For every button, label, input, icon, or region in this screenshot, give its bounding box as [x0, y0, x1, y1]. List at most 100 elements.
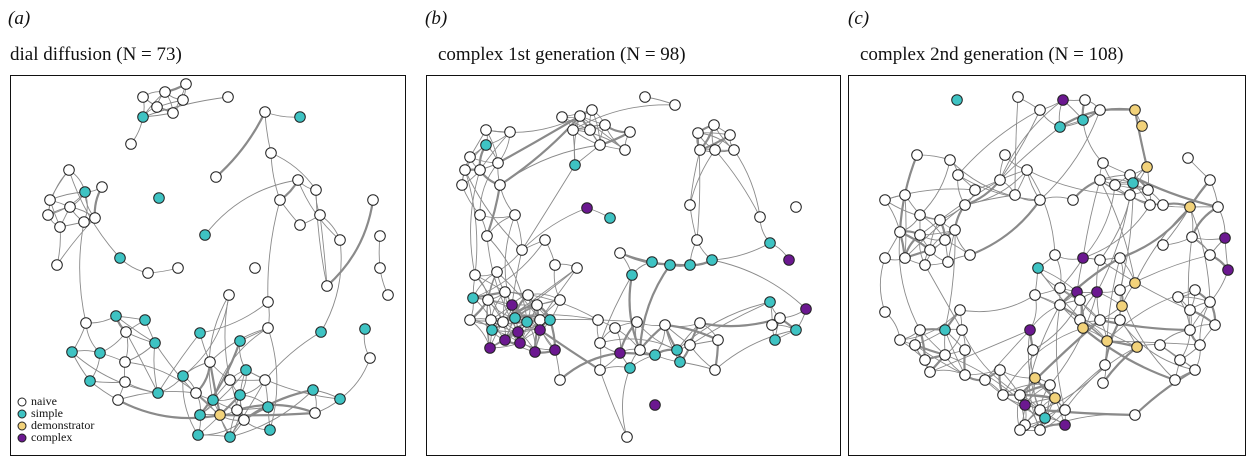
node [713, 335, 724, 346]
node [111, 311, 122, 322]
node [1102, 336, 1113, 347]
legend-label: complex [31, 430, 72, 444]
node [85, 376, 96, 387]
node [1095, 105, 1106, 116]
node [622, 432, 633, 443]
node [1098, 158, 1109, 169]
node [801, 304, 812, 315]
node [517, 245, 528, 256]
node [935, 215, 946, 226]
node [900, 253, 911, 264]
node [575, 111, 586, 122]
node [1117, 301, 1128, 312]
node [1055, 283, 1066, 294]
node [45, 195, 56, 206]
node [960, 200, 971, 211]
node [168, 108, 179, 119]
node [550, 345, 561, 356]
node [483, 295, 494, 306]
node [97, 182, 108, 193]
node [1175, 355, 1186, 366]
node [1015, 390, 1026, 401]
node [1040, 413, 1051, 424]
node [360, 324, 371, 335]
node [685, 200, 696, 211]
legend-swatch [18, 398, 26, 406]
node [672, 345, 683, 356]
node [195, 328, 206, 339]
node [90, 213, 101, 224]
node [1115, 315, 1126, 326]
edge [712, 243, 770, 260]
node [1187, 232, 1198, 243]
node [555, 295, 566, 306]
node [495, 180, 506, 191]
edge [985, 330, 1030, 380]
node [625, 363, 636, 374]
node [505, 127, 516, 138]
node [263, 402, 274, 413]
node [475, 165, 486, 176]
edge [640, 265, 670, 350]
node [1158, 240, 1169, 251]
panel-label: (c) [848, 8, 869, 29]
node [138, 112, 149, 123]
node [557, 112, 568, 123]
edge [1000, 110, 1040, 180]
edge [200, 302, 268, 333]
node [260, 107, 271, 118]
node [647, 257, 658, 268]
node [530, 347, 541, 358]
node [880, 195, 891, 206]
edge [1120, 290, 1175, 380]
node [1142, 162, 1153, 173]
node [595, 365, 606, 376]
legend: naive simple demonstrator complex [18, 394, 94, 444]
node [1195, 340, 1206, 351]
node [1010, 190, 1021, 201]
node [1185, 325, 1196, 336]
node [953, 170, 964, 181]
node [1125, 190, 1136, 201]
node [1100, 360, 1111, 371]
node [160, 87, 171, 98]
panel-title: dial diffusion (N = 73) [10, 44, 182, 65]
node [492, 267, 503, 278]
edge [960, 295, 1035, 312]
panel-title: complex 1st generation (N = 98) [438, 44, 686, 65]
node [770, 335, 781, 346]
edge [522, 208, 587, 250]
node [1060, 405, 1071, 416]
node [482, 231, 493, 242]
node [767, 320, 778, 331]
node [181, 79, 192, 90]
node [980, 375, 991, 386]
node [52, 260, 63, 271]
edge [560, 353, 620, 380]
node [1075, 295, 1086, 306]
node [610, 323, 621, 334]
edge [1107, 258, 1120, 341]
node [540, 235, 551, 246]
node [693, 128, 704, 139]
node [120, 377, 131, 388]
node [895, 227, 906, 238]
node [945, 155, 956, 166]
edge [715, 150, 760, 217]
edge [1135, 110, 1147, 167]
node [965, 250, 976, 261]
edge [340, 358, 370, 399]
node [585, 125, 596, 136]
node [481, 140, 492, 151]
node [121, 327, 132, 338]
node [695, 318, 706, 329]
node [625, 127, 636, 138]
node [1213, 202, 1224, 213]
node [510, 313, 521, 324]
node [915, 230, 926, 241]
node [523, 290, 534, 301]
node [200, 230, 211, 241]
node [1028, 345, 1039, 356]
node [1190, 285, 1201, 296]
node [67, 347, 78, 358]
